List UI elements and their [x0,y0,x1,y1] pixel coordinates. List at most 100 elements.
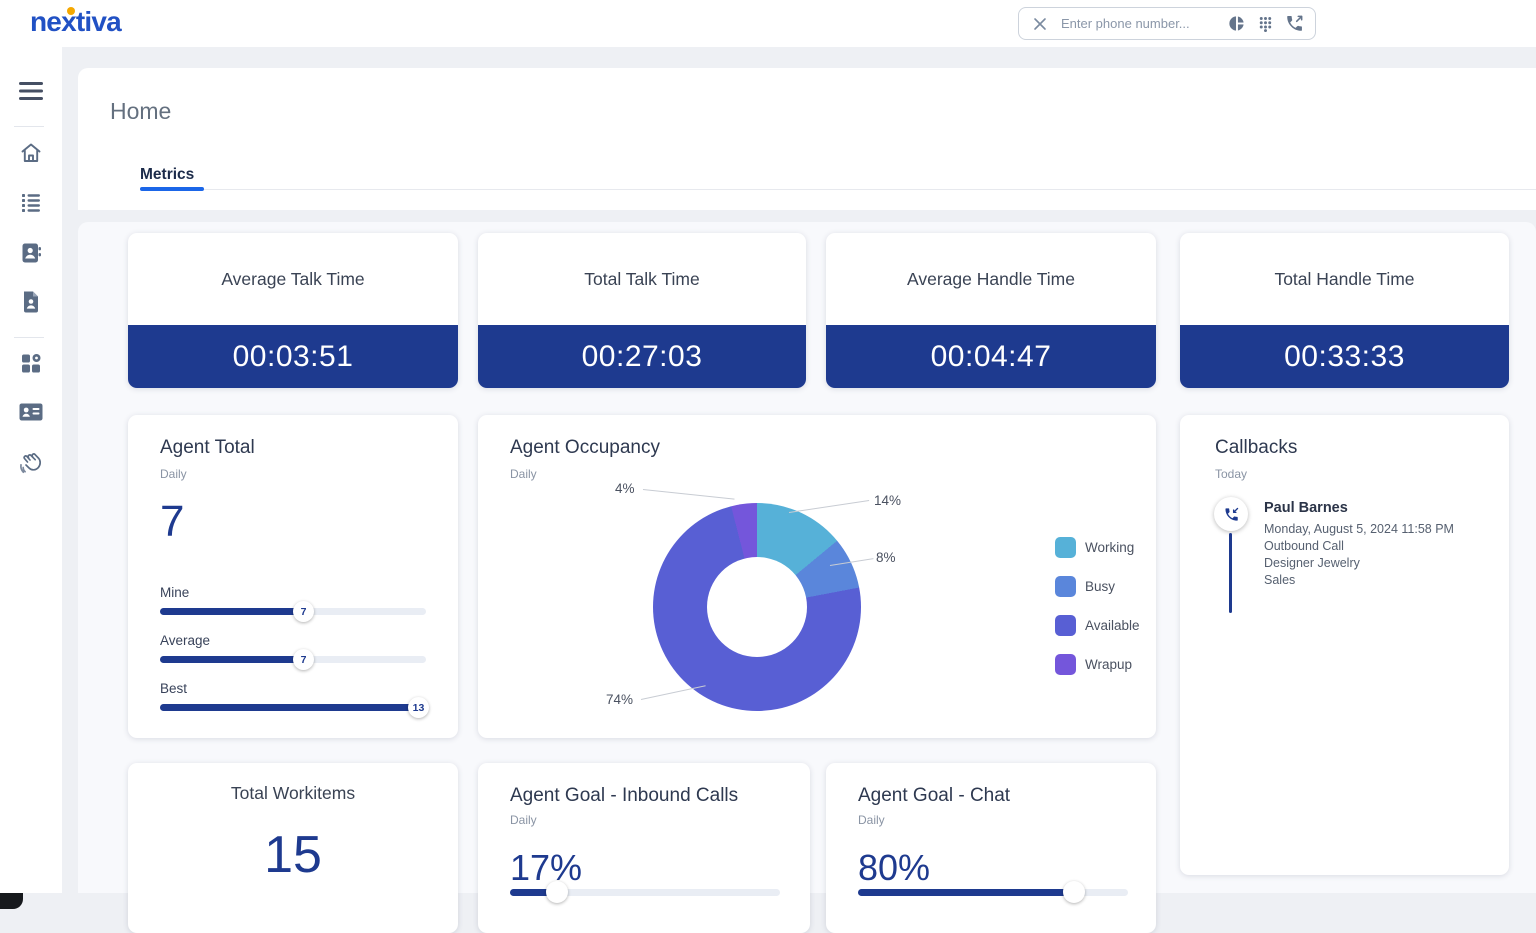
page-header-panel: Home Metrics [78,68,1536,210]
callback-team: Sales [1264,573,1296,587]
bar-value-badge: 7 [293,601,314,622]
logo-dot [67,7,75,15]
total-workitems-value: 15 [264,826,322,884]
callback-contact-name[interactable]: Paul Barnes [1264,500,1348,516]
card-period: Today [1215,467,1248,481]
bar-track: 7 [160,601,426,622]
kpi-title: Average Talk Time [221,268,365,289]
bar-value-badge: 7 [293,649,314,670]
kpi-title: Average Handle Time [907,268,1075,289]
legend-item-busy[interactable]: Busy [1055,576,1140,597]
legend-label: Busy [1085,579,1116,594]
occupancy-donut-chart[interactable] [653,503,861,711]
top-bar: nextiva [0,0,1536,47]
sidebar-divider [14,337,44,338]
callback-type: Outbound Call [1264,539,1344,553]
timeline-line [1229,533,1232,613]
chart-period: Daily [510,467,537,481]
chart-legend: Working Busy Available Wrapup [1055,537,1140,693]
agent-total-card: Agent Total Daily 7 Mine 7 Average 7 Bes… [128,415,458,738]
tab-bar-divider [140,189,1536,190]
widgets-settings-icon[interactable] [0,351,62,375]
callout-wrapup: 4% [615,481,635,496]
metric-bar-mine: Mine 7 [160,585,426,622]
bar-fill [160,656,304,663]
kpi-card-total-talk-time: Total Talk Time 00:27:03 [478,233,806,388]
kpi-value: 00:03:51 [128,325,458,388]
bar-track: 7 [160,649,426,670]
callback-datetime: Monday, August 5, 2024 11:58 PM [1264,522,1454,536]
legend-label: Wrapup [1085,657,1133,672]
sidebar-divider [14,126,44,127]
bar-label: Best [160,681,188,696]
card-period: Daily [160,467,187,481]
nextiva-logo[interactable]: nextiva [30,6,122,37]
agent-total-value: 7 [160,497,185,546]
goal-progress-badge [546,881,568,903]
bar-value-badge: 13 [408,697,429,718]
agent-goal-chat-card: Agent Goal - Chat Daily 80% [826,763,1156,933]
callback-company: Designer Jewelry [1264,556,1360,570]
kpi-card-average-handle-time: Average Handle Time 00:04:47 [826,233,1156,388]
goal-percent-value: 80% [858,847,931,888]
kpi-title: Total Talk Time [584,268,700,289]
goal-progress-badge [1063,881,1085,903]
agent-goal-inbound-card: Agent Goal - Inbound Calls Daily 17% [478,763,810,933]
dialpad-icon[interactable] [1255,14,1275,34]
card-period: Daily [858,813,885,827]
bar-track: 13 [160,697,429,718]
pie-chart-icon[interactable] [1226,14,1246,34]
kpi-value: 00:04:47 [826,325,1156,388]
kpi-title: Total Handle Time [1274,268,1415,289]
callout-line [788,500,870,513]
kpi-card-total-handle-time: Total Handle Time 00:33:33 [1180,233,1509,388]
legend-label: Available [1085,618,1140,633]
contact-card-icon[interactable] [0,401,62,423]
legend-item-wrapup[interactable]: Wrapup [1055,654,1140,675]
callout-working: 14% [874,493,902,508]
agent-document-icon[interactable] [0,290,62,314]
legend-item-available[interactable]: Available [1055,615,1140,636]
card-title: Total Workitems [230,783,356,803]
legend-item-working[interactable]: Working [1055,537,1140,558]
legend-swatch-available [1055,615,1076,636]
sidebar-nav [0,47,62,893]
tab-metrics[interactable]: Metrics [140,166,195,183]
home-icon[interactable] [0,141,62,165]
total-workitems-card: Total Workitems 15 [128,763,458,933]
bar-fill [160,704,424,711]
metric-bar-average: Average 7 [160,633,426,670]
callout-line [642,489,735,500]
phone-number-input[interactable] [1059,15,1217,32]
bar-fill [160,608,304,615]
clear-icon[interactable] [1030,14,1050,34]
card-title: Agent Total [160,437,255,458]
menu-icon[interactable] [0,80,62,102]
callout-line [640,685,706,700]
card-title: Agent Goal - Chat [858,785,1011,806]
agent-occupancy-card: Agent Occupancy Daily 4% 14% 8% 74% Work… [478,415,1156,738]
outbound-call-icon[interactable] [1284,14,1304,34]
kpi-value: 00:33:33 [1180,325,1509,388]
card-title: Callbacks [1215,437,1298,458]
callbacks-card: Callbacks Today Paul Barnes Monday, Augu… [1180,415,1509,875]
metric-bar-best: Best 13 [160,681,429,718]
bar-label: Average [160,633,211,648]
contacts-book-icon[interactable] [0,241,62,265]
bar-label: Mine [160,585,190,600]
chart-title: Agent Occupancy [510,437,660,458]
kpi-card-average-talk-time: Average Talk Time 00:03:51 [128,233,458,388]
queue-list-icon[interactable] [0,190,62,214]
legend-label: Working [1085,540,1135,555]
page-title: Home [110,98,172,124]
card-period: Daily [510,813,537,827]
callout-busy: 8% [876,550,896,565]
legend-swatch-wrapup [1055,654,1076,675]
wave-hand-icon[interactable] [0,450,62,474]
goal-percent-value: 17% [510,847,583,888]
legend-swatch-working [1055,537,1076,558]
phone-dialer-bar[interactable] [1018,7,1316,40]
card-title: Agent Goal - Inbound Calls [510,785,739,806]
active-tab-underline [140,187,204,191]
incoming-call-icon [1214,497,1248,531]
